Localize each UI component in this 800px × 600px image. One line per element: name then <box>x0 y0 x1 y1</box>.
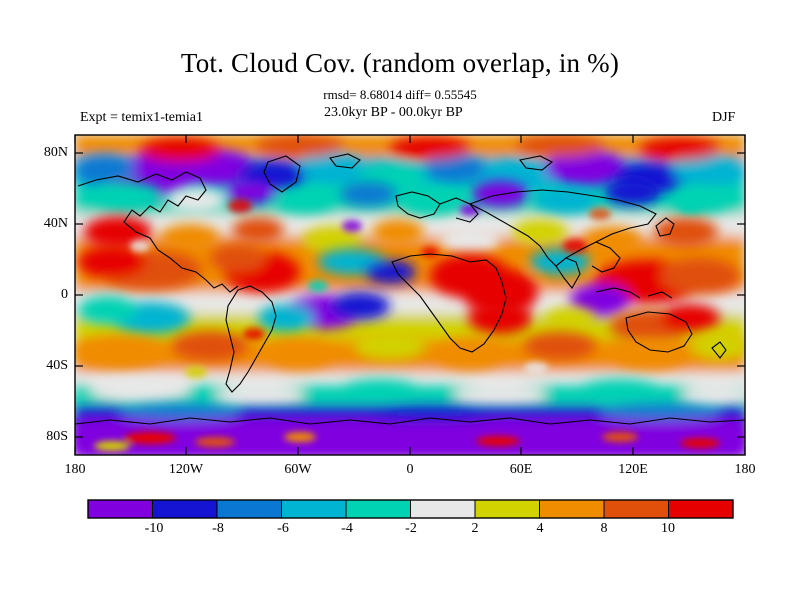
yaxis-label-80n: 80N <box>43 145 68 160</box>
xaxis-label-180e: 180 <box>734 462 756 477</box>
xaxis-label-60w: 60W <box>284 462 312 477</box>
colorbar-tick-label: 2 <box>471 521 479 536</box>
colorbar-tick-label: 8 <box>600 521 608 536</box>
colorbar-tick-label: -4 <box>341 521 353 536</box>
xaxis-label-180w: 180 <box>64 462 86 477</box>
colorbar-tick-label: -2 <box>405 521 417 536</box>
colorbar-tick-label: 10 <box>661 521 675 536</box>
xaxis-label-120w: 120W <box>168 462 204 477</box>
experiment-label: Expt = temix1-temia1 <box>80 110 203 125</box>
colorbar-tick-label: 4 <box>536 521 544 536</box>
map-frame <box>74 134 746 456</box>
map-field <box>75 135 745 455</box>
statistics-line: rmsd= 8.68014 diff= 0.55545 <box>323 87 477 102</box>
colorbar-swatch <box>346 500 411 518</box>
season-label: DJF <box>712 110 736 125</box>
coastlines <box>75 153 745 425</box>
colorbar <box>87 499 734 519</box>
colorbar-swatch <box>281 500 346 518</box>
colorbar-swatch <box>539 500 604 518</box>
colorbar-tick-label: -6 <box>277 521 289 536</box>
period-label: 23.0kyr BP - 00.0kyr BP <box>324 105 463 120</box>
yaxis-label-0: 0 <box>61 287 68 302</box>
page-title: Tot. Cloud Cov. (random overlap, in %) <box>180 48 620 78</box>
xaxis-label-120e: 120E <box>618 462 648 477</box>
yaxis-label-40s: 40S <box>46 358 68 373</box>
xaxis-label-0: 0 <box>406 462 414 477</box>
colorbar-swatch <box>410 500 475 518</box>
colorbar-tick-label: -8 <box>212 521 224 536</box>
yaxis-label-40n: 40N <box>43 216 68 231</box>
colorbar-swatch <box>88 500 153 518</box>
colorbar-swatch <box>668 500 733 518</box>
yaxis-label-80s: 80S <box>46 429 68 444</box>
colorbar-swatch <box>604 500 669 518</box>
colorbar-swatch <box>475 500 540 518</box>
colorbar-swatch <box>217 500 282 518</box>
colorbar-tick-label: -10 <box>144 521 164 536</box>
xaxis-label-60e: 60E <box>509 462 533 477</box>
colorbar-swatch <box>152 500 217 518</box>
